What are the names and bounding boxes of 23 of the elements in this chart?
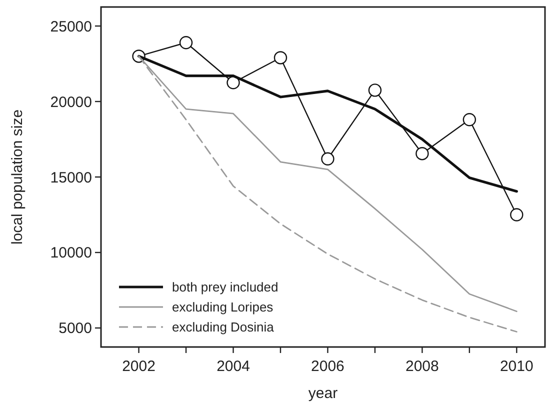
legend-label: both prey included bbox=[172, 280, 278, 295]
x-tick-label: 2008 bbox=[406, 358, 439, 375]
y-tick-label: 10000 bbox=[50, 244, 92, 262]
y-tick-label: 5000 bbox=[58, 320, 92, 338]
point bbox=[321, 152, 334, 166]
point bbox=[226, 76, 240, 90]
point bbox=[416, 147, 429, 160]
y-tick-label: 20000 bbox=[50, 94, 92, 111]
legend-label: excluding Dosinia bbox=[172, 320, 275, 335]
point bbox=[510, 208, 524, 222]
x-tick-label: 2002 bbox=[122, 358, 156, 375]
point bbox=[179, 36, 193, 50]
y-axis-title: local population size bbox=[9, 109, 26, 245]
x-tick-label: 2010 bbox=[500, 358, 534, 375]
point bbox=[274, 51, 288, 64]
y-tick-label: 15000 bbox=[50, 169, 92, 186]
x-axis-title: year bbox=[308, 385, 338, 402]
x-tick-label: 2004 bbox=[216, 358, 250, 375]
x-tick-label: 2006 bbox=[311, 358, 344, 375]
y-tick-label: 25000 bbox=[50, 18, 92, 36]
point bbox=[462, 113, 476, 126]
point bbox=[368, 84, 382, 97]
legend-label: excluding Loripes bbox=[172, 300, 274, 315]
